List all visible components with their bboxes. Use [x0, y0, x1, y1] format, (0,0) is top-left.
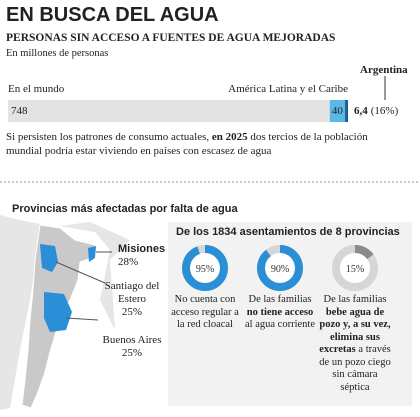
donut-description: De las familias bebe agua de pozo y, a s… [318, 294, 392, 394]
province-name: Buenos Aires [102, 334, 162, 346]
donut-description: No cuenta con acceso regular a la red cl… [168, 294, 242, 332]
neighbor-land [60, 222, 130, 330]
province-shape [40, 244, 58, 272]
bar-segment [8, 100, 348, 122]
province-pct: 28% [118, 256, 139, 268]
donut-label: 15% [346, 264, 364, 275]
province-name: Santiago del Estero [104, 280, 160, 305]
bold-text: en 2025 [211, 131, 248, 143]
province-pct: 25% [121, 306, 143, 318]
province-shape [88, 246, 96, 262]
donut-arc [182, 245, 228, 291]
province-shape [44, 292, 72, 332]
bar-segment [345, 100, 348, 122]
share-label: (16%) [370, 105, 399, 117]
donut-label: 95% [196, 264, 214, 275]
value-label: 748 [11, 105, 28, 117]
text: a través de un pozo ciego sin cámara sép… [319, 344, 391, 393]
text: De las familias [323, 294, 387, 305]
value-label: 6,4 [354, 105, 368, 117]
value-label: 40 [331, 105, 343, 117]
text: No cuenta con acceso regular a la red cl… [171, 294, 239, 330]
section-title: De los 1834 asentamientos de 8 provincia… [176, 226, 400, 238]
leader-line [65, 317, 99, 321]
donut-label: 90% [271, 264, 289, 275]
neighbor-land [0, 215, 40, 410]
province-pct: 25% [121, 347, 143, 359]
province-label: Santiago del Estero 25% [96, 280, 168, 319]
province-label: Buenos Aires 25% [96, 334, 168, 360]
segment-name: En el mundo [8, 83, 65, 95]
value-label: 6,4 (16%) [354, 105, 398, 117]
donut-arc [257, 245, 303, 291]
text: Si persisten los patrones de consumo act… [6, 131, 212, 143]
section-title: Provincias más afectadas por falta de ag… [12, 203, 238, 215]
province-label: Misiones 28% [118, 243, 178, 269]
note: Si persisten los patrones de consumo act… [6, 130, 406, 158]
leader-line [55, 261, 106, 284]
bar-segment [329, 100, 348, 122]
text: dos tercios de la población mundial podr… [6, 131, 368, 157]
title: EN BUSCA DEL AGUA [6, 4, 219, 26]
segment-name: América Latina y el Caribe [228, 83, 348, 95]
subtitle: PERSONAS SIN ACCESO A FUENTES DE AGUA ME… [6, 32, 336, 44]
province-name: Misiones [118, 243, 166, 255]
bold-text: no tiene acceso [246, 306, 314, 318]
donut-description: De las familias no tiene acceso al agua … [243, 294, 317, 332]
text: al agua corriente [245, 319, 315, 330]
donut-arc [332, 245, 378, 291]
segment-name: Argentina [360, 64, 408, 76]
unit: En millones de personas [6, 48, 109, 59]
bold-text: bebe agua de pozo y, a su vez, elimina s… [319, 306, 391, 356]
text: De las familias [248, 294, 312, 305]
